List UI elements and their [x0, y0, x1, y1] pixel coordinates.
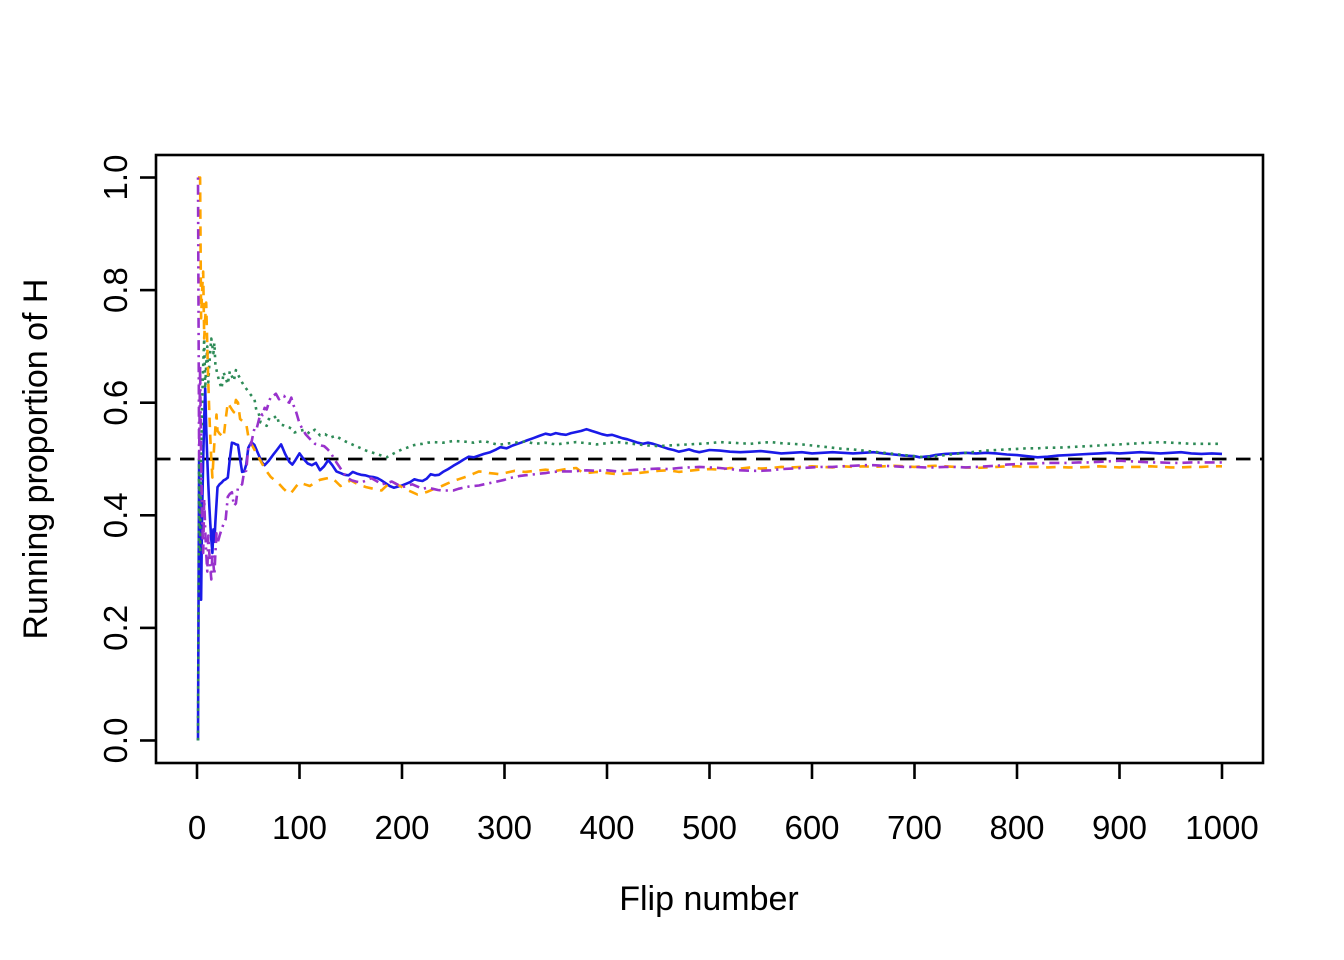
x-tick-label: 600 [784, 809, 839, 846]
x-tick-label: 700 [887, 809, 942, 846]
x-tick-label: 800 [989, 809, 1044, 846]
x-tick-label: 400 [579, 809, 634, 846]
plot-box [154, 153, 1265, 765]
x-tick-label: 0 [188, 809, 206, 846]
y-tick-label: 0.8 [97, 267, 134, 313]
y-tick-label: 0.2 [97, 605, 134, 651]
series-lines [196, 176, 1223, 741]
series-4-purple-dashdot [196, 177, 1222, 581]
y-tick-label: 0.0 [97, 718, 134, 764]
x-axis-title: Flip number [619, 880, 799, 918]
x-tick-label: 900 [1092, 809, 1147, 846]
x-tick-label: 300 [477, 809, 532, 846]
series-2-green-dotted [196, 337, 1222, 741]
y-tick-label: 1.0 [97, 155, 134, 201]
x-tick-label: 100 [272, 809, 327, 846]
y-tick-label: 0.6 [97, 380, 134, 426]
y-tick-label: 0.4 [97, 492, 134, 538]
x-tick-label: 200 [374, 809, 429, 846]
x-tick-label: 1000 [1185, 809, 1258, 846]
series-1-blue-solid [196, 387, 1223, 741]
axes: 0 100 200 300 400 500 600 700 800 900 1000 0.0 0.2 0.… [97, 155, 1259, 846]
y-axis-title: Running proportion of H [17, 278, 55, 640]
x-tick-label: 500 [682, 809, 737, 846]
